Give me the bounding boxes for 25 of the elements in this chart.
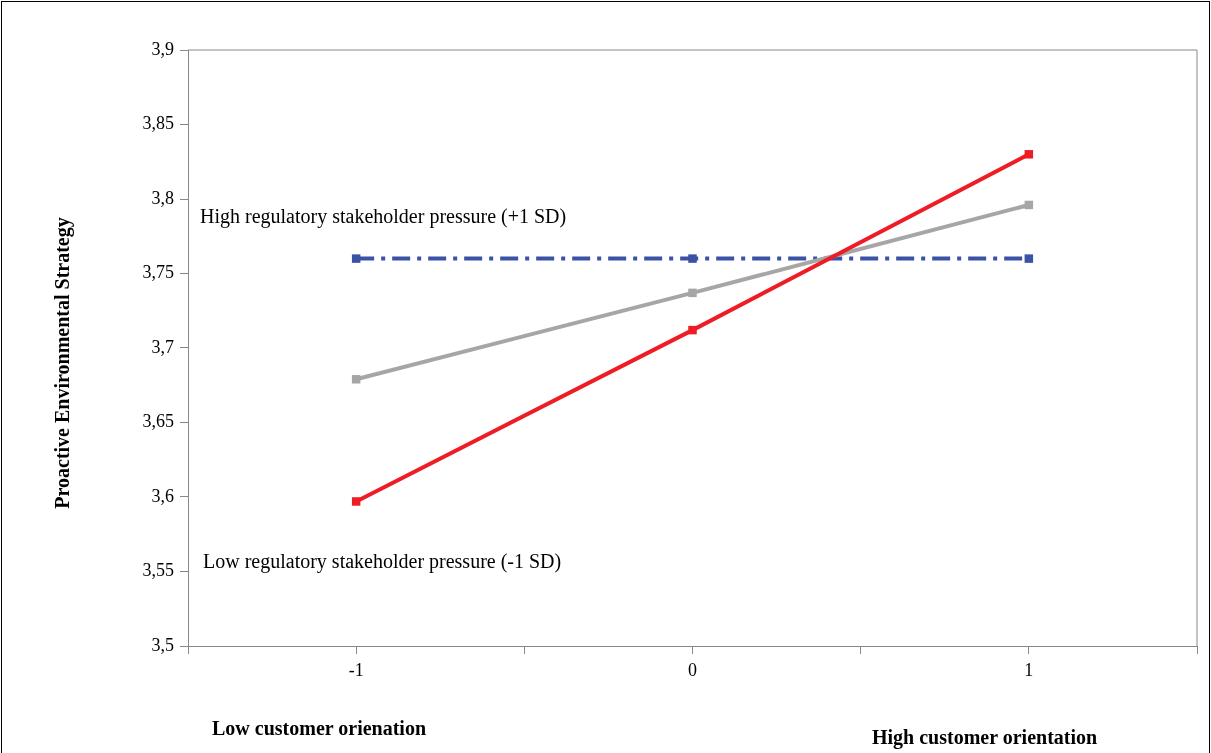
y-tick-label: 3,8 — [151, 187, 174, 208]
text: Low customer orienation — [212, 717, 427, 740]
y-tick-label: 3,55 — [142, 560, 174, 581]
x-tick-label: 1 — [1024, 659, 1034, 680]
annotation: High regulatory stakeholder pressure (+1 SD) — [200, 205, 567, 228]
y-tick-label: 3,85 — [142, 113, 174, 134]
point — [1024, 150, 1034, 159]
y-tick-label: 3,6 — [151, 485, 174, 506]
annotation: Low regulatory stakeholder pressure (-1 SD) — [203, 550, 562, 573]
y-tick-label: 3,9 — [151, 38, 174, 59]
point — [351, 375, 361, 384]
point — [1024, 254, 1034, 263]
text: High customer orientation — [872, 726, 1098, 749]
x-tick-label: 0 — [688, 659, 697, 680]
x-tick-label: -1 — [348, 659, 364, 680]
point — [351, 254, 361, 263]
point — [688, 288, 697, 298]
y-axis-title: Proactive Environmental Strategy — [50, 217, 74, 509]
y-tick-label: 3,65 — [142, 411, 174, 432]
point — [688, 254, 697, 263]
y-tick-label: 3,7 — [151, 336, 174, 357]
point — [688, 325, 697, 335]
y-tick-label: 3,5 — [151, 634, 174, 655]
point — [351, 497, 361, 506]
y-tick-label: 3,75 — [142, 262, 174, 283]
